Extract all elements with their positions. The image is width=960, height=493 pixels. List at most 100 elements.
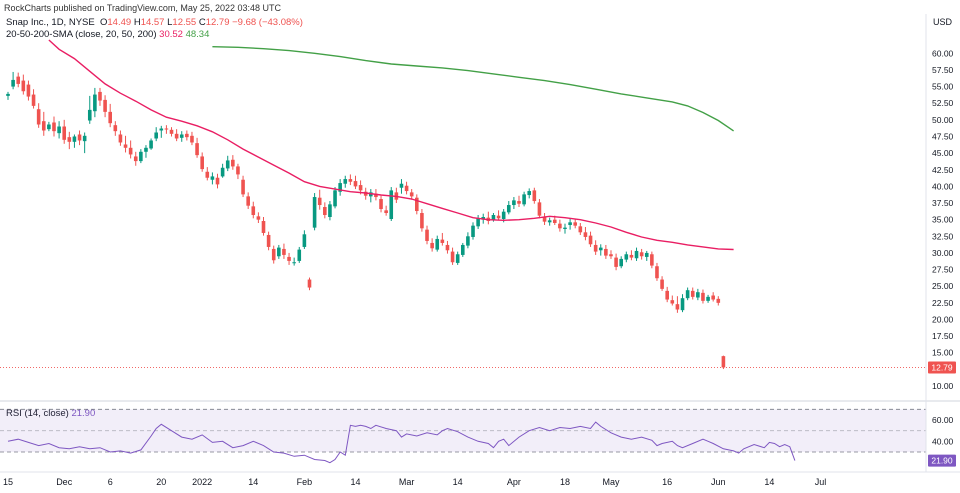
candle-body[interactable] — [501, 211, 506, 219]
candle-body[interactable] — [573, 222, 578, 226]
candle-body[interactable] — [154, 132, 158, 139]
candle-body[interactable] — [328, 204, 332, 218]
candle-body[interactable] — [665, 290, 669, 300]
candle-body[interactable] — [609, 254, 613, 257]
candle-body[interactable] — [323, 207, 327, 216]
candle-body[interactable] — [353, 181, 358, 187]
candle-body[interactable] — [690, 290, 695, 297]
candle-body[interactable] — [190, 135, 194, 143]
candle-body[interactable] — [527, 191, 532, 196]
candle-body[interactable] — [639, 252, 644, 257]
candle-body[interactable] — [696, 292, 700, 298]
candle-body[interactable] — [588, 235, 593, 245]
candle-body[interactable] — [52, 122, 56, 132]
candle-body[interactable] — [149, 140, 153, 149]
candle-body[interactable] — [282, 248, 286, 255]
candle-body[interactable] — [374, 193, 378, 198]
candle-body[interactable] — [11, 79, 15, 87]
candle-body[interactable] — [195, 143, 199, 156]
candle-body[interactable] — [256, 216, 261, 220]
candle-body[interactable] — [547, 220, 552, 223]
candle-body[interactable] — [415, 197, 419, 212]
candle-body[interactable] — [220, 167, 225, 177]
candle-body[interactable] — [26, 84, 31, 97]
candle-body[interactable] — [333, 190, 337, 207]
candle-body[interactable] — [675, 304, 680, 310]
candle-body[interactable] — [200, 156, 204, 170]
candle-body[interactable] — [506, 205, 511, 213]
candle-body[interactable] — [379, 199, 383, 210]
candle-body[interactable] — [711, 295, 715, 300]
candle-body[interactable] — [246, 196, 250, 206]
candle-body[interactable] — [629, 254, 634, 258]
candle-body[interactable] — [57, 126, 61, 134]
candle-body[interactable] — [343, 179, 348, 184]
candle-body[interactable] — [496, 215, 501, 219]
candle-body[interactable] — [552, 219, 557, 223]
candle-body[interactable] — [471, 225, 475, 237]
candle-body[interactable] — [292, 262, 296, 264]
candle-body[interactable] — [680, 298, 685, 311]
candle-body[interactable] — [210, 176, 215, 180]
candle-body[interactable] — [542, 217, 547, 222]
candle-body[interactable] — [302, 234, 307, 247]
candle-body[interactable] — [87, 109, 92, 121]
candle-body[interactable] — [113, 125, 118, 132]
candle-body[interactable] — [466, 236, 470, 246]
candle-body[interactable] — [369, 192, 373, 197]
candle-body[interactable] — [98, 91, 102, 101]
candle-body[interactable] — [271, 248, 276, 261]
candle-body[interactable] — [363, 191, 368, 196]
candle-body[interactable] — [404, 185, 409, 192]
candle-body[interactable] — [716, 298, 721, 303]
candle-body[interactable] — [522, 194, 526, 205]
candle-body[interactable] — [123, 144, 128, 148]
candle-body[interactable] — [445, 244, 450, 251]
candle-body[interactable] — [420, 213, 424, 229]
candle-body[interactable] — [460, 244, 465, 255]
candle-body[interactable] — [440, 239, 445, 243]
candle-body[interactable] — [644, 252, 649, 257]
candle-body[interactable] — [706, 296, 710, 301]
candle-body[interactable] — [568, 222, 572, 225]
candle-body[interactable] — [118, 134, 123, 143]
candle-body[interactable] — [389, 190, 394, 219]
candle-body[interactable] — [450, 251, 455, 263]
candle-body[interactable] — [36, 109, 41, 125]
candle-body[interactable] — [358, 185, 363, 191]
candle-body[interactable] — [179, 134, 184, 138]
candle-body[interactable] — [266, 234, 271, 247]
candle-body[interactable] — [62, 126, 67, 140]
candle-body[interactable] — [225, 160, 230, 169]
candle-body[interactable] — [16, 76, 21, 84]
sma20-line[interactable] — [48, 39, 734, 251]
candle-body[interactable] — [82, 135, 87, 142]
candle-body[interactable] — [399, 183, 404, 188]
candle-body[interactable] — [614, 257, 618, 267]
candle-body[interactable] — [215, 177, 220, 185]
candle-body[interactable] — [425, 229, 429, 241]
candle-body[interactable] — [701, 292, 705, 301]
candle-body[interactable] — [593, 244, 598, 252]
candle-body[interactable] — [338, 183, 342, 192]
rsi-indicator-label[interactable]: RSI (14, close) — [6, 408, 69, 419]
candle-body[interactable] — [185, 133, 189, 138]
candle-body[interactable] — [583, 232, 588, 237]
candle-body[interactable] — [604, 248, 608, 256]
candle-body[interactable] — [685, 290, 690, 299]
candle-body[interactable] — [241, 179, 245, 195]
candle-body[interactable] — [261, 220, 266, 233]
candle-body[interactable] — [624, 254, 629, 260]
candle-body[interactable] — [430, 242, 434, 249]
candle-body[interactable] — [455, 254, 460, 263]
candle-body[interactable] — [348, 179, 353, 182]
candle-body[interactable] — [435, 238, 440, 250]
candle-body[interactable] — [537, 202, 542, 216]
candle-body[interactable] — [72, 136, 77, 142]
candle-body[interactable] — [93, 94, 97, 112]
candle-body[interactable] — [159, 128, 164, 131]
candle-body[interactable] — [108, 111, 112, 124]
candle-body[interactable] — [205, 171, 210, 178]
candle-body[interactable] — [558, 223, 562, 229]
